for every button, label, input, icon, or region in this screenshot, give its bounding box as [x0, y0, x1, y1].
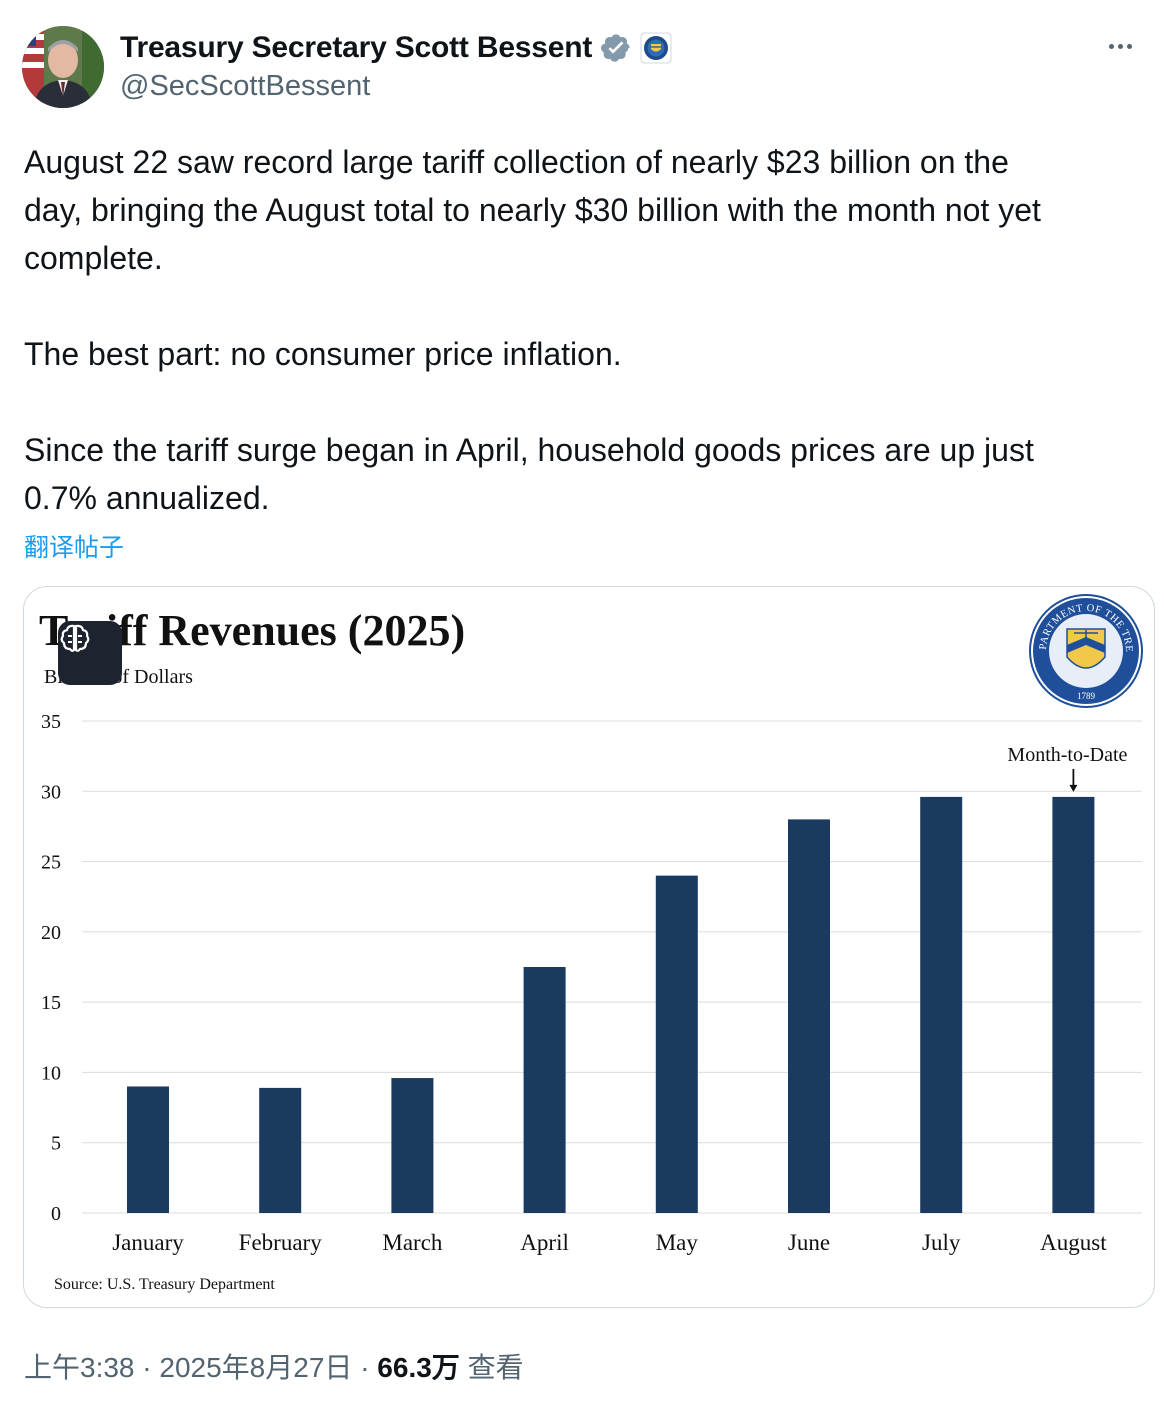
- tweet-date[interactable]: 2025年8月27日: [159, 1352, 353, 1383]
- view-count: 66.3万: [377, 1352, 460, 1383]
- y-tick-label: 20: [41, 922, 61, 944]
- brain-icon: [60, 624, 90, 652]
- bar-april: [523, 967, 566, 1213]
- tariff-revenue-chart: 0 5 10 15 20 25 30 35 January February March April…: [24, 587, 1143, 1293]
- tweet-blank-line: [24, 378, 1160, 426]
- ai-analyze-button[interactable]: [58, 621, 122, 685]
- author-handle[interactable]: @SecScottBessent: [120, 70, 371, 102]
- verified-badge-icon: [600, 32, 632, 64]
- x-tick-label: January: [112, 1230, 184, 1255]
- more-options-icon[interactable]: [1100, 30, 1140, 62]
- author-name-row: Treasury Secretary Scott Bessent: [120, 30, 672, 66]
- x-tick-label: February: [239, 1230, 323, 1255]
- author-display-name[interactable]: Treasury Secretary Scott Bessent: [120, 31, 593, 64]
- tweet-text: August 22 saw record large tariff collec…: [24, 138, 1160, 522]
- y-tick-label: 5: [51, 1133, 61, 1155]
- y-tick-label: 30: [41, 781, 61, 803]
- tweet-line: Since the tariff surge began in April, h…: [24, 432, 1034, 468]
- x-tick-label: August: [1040, 1230, 1107, 1255]
- y-tick-label: 35: [41, 711, 61, 733]
- x-tick-label: May: [656, 1230, 699, 1255]
- y-tick-label: 10: [41, 1062, 61, 1084]
- month-to-date-annotation: Month-to-Date: [1007, 744, 1127, 766]
- meta-separator: ·: [142, 1352, 152, 1383]
- meta-separator: ·: [360, 1352, 370, 1383]
- chart-source: Source: U.S. Treasury Department: [54, 1276, 275, 1293]
- treasury-seal-icon[interactable]: [640, 32, 672, 64]
- bar-june: [788, 819, 830, 1213]
- tweet-line: The best part: no consumer price inflati…: [24, 336, 622, 372]
- tweet-blank-line: [24, 282, 1160, 330]
- tweet-line: complete.: [24, 240, 163, 276]
- tweet-line: August 22 saw record large tariff collec…: [24, 144, 1009, 180]
- tweet-meta: 上午3:38 · 2025年8月27日 · 66.3万 查看: [24, 1346, 524, 1386]
- view-label: 查看: [467, 1352, 524, 1383]
- translate-post-link[interactable]: 翻译帖子: [24, 533, 125, 562]
- bar-march: [391, 1078, 434, 1213]
- bar-january: [127, 1086, 169, 1213]
- bar-july: [920, 796, 963, 1213]
- tweet-time[interactable]: 上午3:38: [24, 1352, 135, 1383]
- svg-text:1789: 1789: [1077, 691, 1096, 701]
- y-tick-label: 25: [41, 852, 61, 874]
- x-tick-label: March: [382, 1230, 443, 1255]
- x-tick-label: July: [922, 1230, 961, 1255]
- annotation-arrow-icon: [1069, 768, 1078, 792]
- x-tick-label: April: [520, 1230, 569, 1255]
- chart-image-card[interactable]: 0 5 10 15 20 25 30 35 January February March April…: [23, 586, 1155, 1308]
- bar-february: [259, 1087, 302, 1213]
- tweet-line: 0.7% annualized.: [24, 480, 270, 516]
- y-tick-label: 0: [51, 1203, 61, 1225]
- author-avatar[interactable]: [22, 26, 104, 108]
- bar-may: [655, 875, 698, 1213]
- tweet-line: day, bringing the August total to nearly…: [24, 192, 1041, 228]
- y-tick-label: 15: [41, 992, 61, 1014]
- x-tick-label: June: [788, 1230, 830, 1255]
- bar-august: [1052, 796, 1095, 1213]
